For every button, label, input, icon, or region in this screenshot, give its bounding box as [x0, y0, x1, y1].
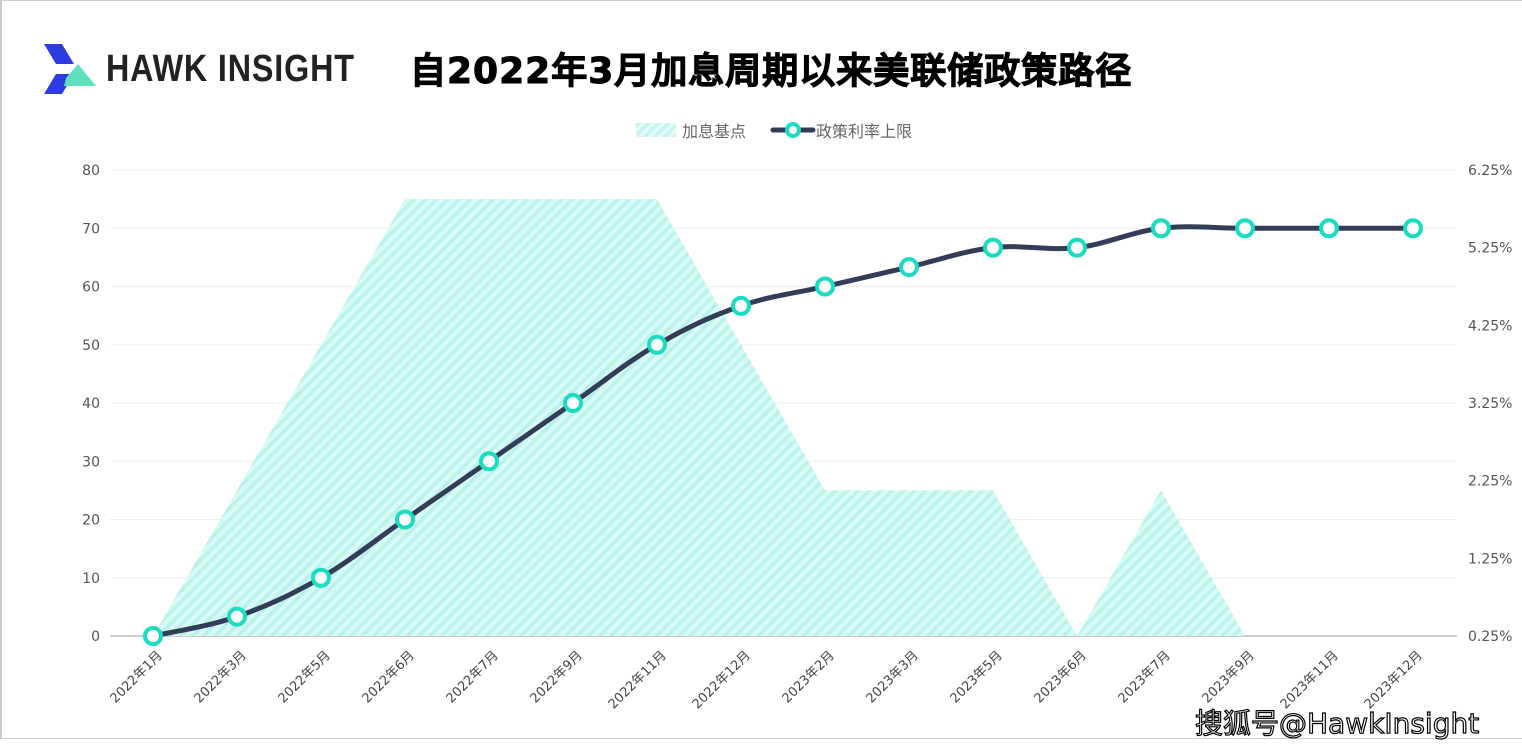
y-right-tick-label: 4.25%: [1468, 318, 1512, 334]
x-tick-label: 2022年12月: [690, 648, 754, 712]
y-left-tick-label: 40: [82, 396, 100, 412]
x-tick-label: 2023年5月: [948, 648, 1006, 706]
x-tick-label: 2023年3月: [864, 648, 922, 706]
line-point: [983, 237, 1003, 258]
x-tick-label: 2023年7月: [1116, 648, 1174, 706]
logo-text: HAWK INSIGHT: [106, 47, 355, 90]
line-point: [143, 626, 163, 646]
legend: 加息基点 政策利率上限: [636, 118, 936, 142]
line-point: [899, 257, 919, 278]
line-point: [1403, 218, 1423, 239]
x-tick-label: 2023年2月: [780, 648, 838, 706]
line-point: [1067, 237, 1087, 258]
y-right-tick-label: 5.25%: [1468, 241, 1512, 257]
y-left-tick-label: 50: [82, 338, 100, 354]
line-point: [731, 295, 751, 316]
line-point: [815, 276, 835, 297]
x-tick-label: 2022年11月: [606, 648, 670, 712]
chart-title: 自2022年3月加息周期以来美联储政策路径: [409, 51, 1133, 93]
x-tick-label: 2023年6月: [1032, 648, 1090, 706]
watermark: 搜狐号@HawkInsight: [1194, 706, 1480, 740]
x-tick-label: 2022年5月: [276, 648, 334, 706]
line-point: [563, 393, 583, 413]
x-tick-label: 2022年1月: [108, 648, 166, 706]
line-point: [1319, 218, 1339, 239]
legend-label-line: 政策利率上限: [816, 122, 913, 141]
area-series-rate-hike-bps: [153, 199, 1245, 636]
x-tick-label: 2023年9月: [1200, 648, 1258, 706]
y-left-tick-label: 60: [82, 280, 100, 296]
x-tick-label: 2022年9月: [528, 648, 586, 706]
y-right-tick-label: 6.25%: [1468, 163, 1512, 179]
line-point: [479, 451, 499, 472]
x-tick-label: 2022年7月: [444, 648, 502, 706]
hawk-logo-icon: [44, 44, 96, 94]
legend-area-swatch: [636, 123, 676, 137]
y-right-tick-label: 0.25%: [1468, 629, 1512, 645]
x-tick-label: 2022年3月: [192, 648, 250, 706]
y-left-tick-label: 30: [82, 454, 100, 470]
y-left-tick-label: 10: [82, 571, 100, 587]
line-point: [1151, 218, 1171, 239]
y-right-tick-label: 2.25%: [1468, 474, 1512, 490]
legend-label-area: 加息基点: [682, 122, 747, 141]
y-left-tick-label: 0: [91, 629, 100, 645]
x-tick-label: 2022年6月: [360, 648, 418, 706]
line-point: [395, 509, 415, 530]
y-left-tick-label: 70: [82, 221, 100, 237]
line-point: [311, 567, 331, 588]
y-left-tick-label: 80: [82, 163, 100, 179]
y-left-tick-label: 20: [82, 513, 100, 529]
y-right-tick-label: 1.25%: [1468, 551, 1512, 567]
line-series-policy-rate-upper: [150, 224, 1416, 639]
y-right-tick-label: 3.25%: [1468, 396, 1512, 412]
line-point: [227, 606, 247, 627]
legend-item-area[interactable]: 加息基点: [636, 118, 746, 142]
logo: HAWK INSIGHT: [44, 44, 399, 94]
legend-line-swatch: [770, 122, 816, 138]
legend-item-line[interactable]: 政策利率上限: [770, 118, 912, 142]
line-point: [647, 334, 667, 355]
line-point: [1235, 218, 1255, 239]
